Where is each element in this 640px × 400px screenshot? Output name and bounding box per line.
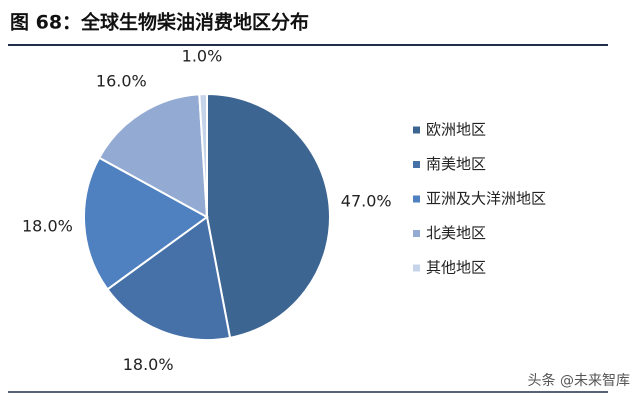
- data-label: 16.0%: [96, 71, 147, 90]
- legend-swatch: [413, 195, 420, 203]
- data-label: 1.0%: [182, 47, 223, 66]
- legend-swatch: [413, 230, 420, 237]
- watermark: 头条 @未来智库: [528, 372, 630, 389]
- legend-swatch: [413, 161, 420, 168]
- pie-slice: [206, 92, 331, 339]
- pie-slice: [97, 93, 209, 219]
- data-label: 47.0%: [341, 191, 392, 210]
- data-label: 18.0%: [123, 355, 174, 374]
- data-label: 18.0%: [22, 217, 73, 236]
- pie-slice: [198, 92, 208, 218]
- pie-slice: [83, 156, 209, 291]
- legend-label: 欧洲地区: [426, 121, 486, 139]
- chart-title: 图 68：全球生物柴油消费地区分布: [10, 11, 309, 34]
- pie-slice: [106, 215, 232, 341]
- legend-label: 南美地区: [426, 155, 486, 173]
- legend-swatch: [413, 126, 420, 134]
- legend-label: 其他地区: [426, 259, 486, 277]
- legend-label: 亚洲及大洋洲地区: [426, 190, 546, 208]
- legend-swatch: [413, 264, 420, 272]
- legend-label: 北美地区: [426, 224, 486, 242]
